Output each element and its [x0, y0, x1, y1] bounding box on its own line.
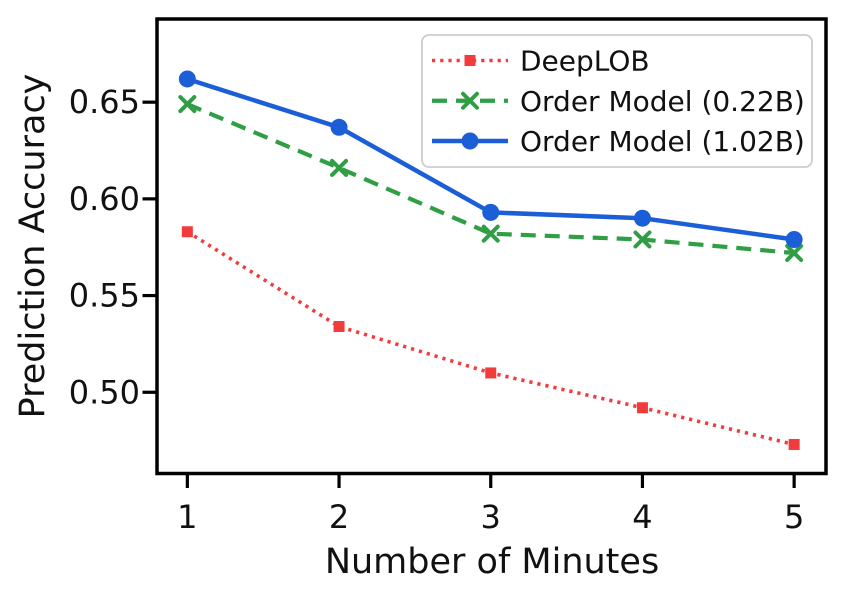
data-point-marker [330, 118, 348, 136]
data-point-marker [788, 438, 800, 450]
y-tick-label: 0.60 [69, 180, 140, 218]
series-order-model-0-22b [178, 95, 804, 263]
y-tick-label: 0.55 [69, 277, 140, 315]
x-tick-label: 3 [481, 498, 501, 536]
legend: DeepLOB Order Model (0.22B) Order Model (1… [421, 34, 813, 168]
plot-border [155, 17, 828, 476]
y-axis-ticks: 0.50 0.55 0.60 0.65 [69, 83, 156, 411]
x-axis-ticks: 1 2 3 4 5 [177, 475, 804, 536]
legend-sample-marker [464, 55, 476, 66]
legend-label: DeepLOB [520, 45, 650, 78]
y-axis-label: Prediction Accuracy [13, 74, 53, 419]
data-point-marker [482, 203, 500, 221]
data-point-marker [785, 230, 803, 248]
x-axis-label: Number of Minutes [325, 542, 659, 582]
legend-entry: DeepLOB [432, 45, 650, 78]
series-order-model-1-02b [178, 70, 803, 248]
legend-label: Order Model (0.22B) [520, 85, 805, 118]
legend-label: Order Model (1.02B) [520, 125, 805, 158]
data-point-marker [633, 209, 651, 227]
x-tick-label: 2 [329, 498, 349, 536]
series-line-deeplob [186, 230, 795, 447]
data-point-marker [633, 230, 652, 249]
data-point-marker [785, 244, 804, 263]
legend-entry: Order Model (0.22B) [432, 85, 805, 118]
data-point-marker [485, 367, 497, 379]
y-tick-label: 0.50 [69, 373, 140, 411]
plot-area: 1 2 3 4 5 0.50 0.55 0.60 0.65 DeepLOB Order Model … [69, 17, 828, 536]
legend-sample-marker [461, 132, 479, 150]
y-tick-label: 0.65 [69, 83, 140, 121]
x-tick-label: 5 [784, 498, 804, 536]
legend-sample-marker [461, 91, 479, 110]
data-point-marker [178, 70, 196, 88]
series-line-order-model-0-22b [186, 102, 795, 256]
legend-entry: Order Model (1.02B) [432, 125, 805, 158]
data-point-marker [481, 224, 500, 243]
x-tick-label: 1 [177, 498, 197, 536]
data-point-marker [330, 158, 349, 177]
data-point-marker [636, 402, 648, 414]
series-deeplob [181, 226, 800, 450]
x-tick-label: 4 [632, 498, 652, 536]
data-point-marker [181, 226, 193, 238]
legend-box [421, 34, 813, 168]
data-point-marker [333, 321, 345, 333]
data-point-marker [178, 95, 197, 114]
